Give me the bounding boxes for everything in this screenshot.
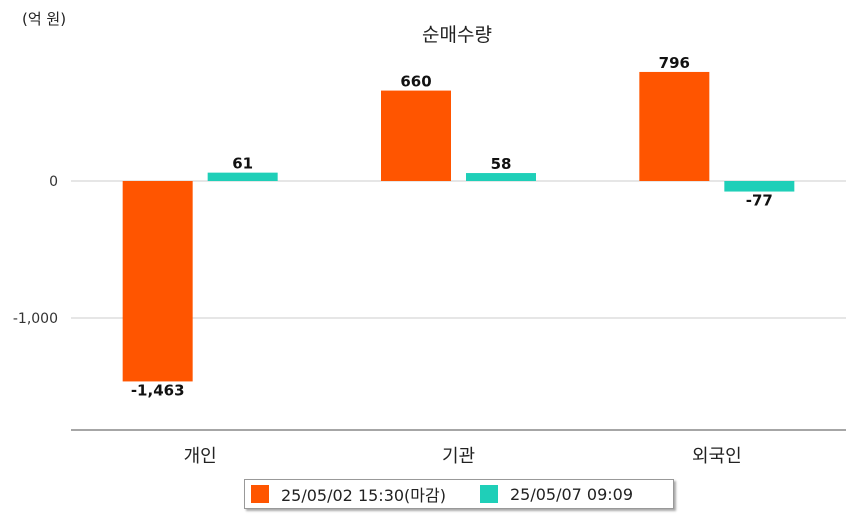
legend: 25/05/02 15:30(마감) 25/05/07 09:09 [244, 479, 674, 509]
legend-swatch-series-2 [479, 485, 498, 503]
legend-swatch-series-1 [251, 485, 269, 503]
data-label: -77 [746, 192, 773, 210]
data-label: -1,463 [131, 381, 185, 399]
data-label: 660 [400, 73, 431, 91]
data-label: 58 [491, 155, 512, 173]
legend-item-series-1[interactable]: 25/05/02 15:30(마감) [251, 482, 446, 506]
x-tick-label: 외국인 [692, 446, 742, 467]
y-tick-label: 0 [49, 174, 58, 190]
chart-title: 순매수량 [422, 24, 492, 46]
bar-2 [207, 172, 278, 181]
bar-1 [639, 71, 710, 181]
x-tick-label: 기관 [442, 446, 475, 467]
y-tick-label: -1,000 [13, 311, 58, 327]
legend-item-series-2[interactable]: 25/05/07 09:09 [479, 484, 634, 504]
bar-1 [122, 181, 193, 382]
legend-label-series-1: 25/05/02 15:30(마감) [281, 486, 446, 505]
data-label: 61 [232, 155, 253, 173]
bar-2 [724, 181, 795, 192]
legend-label-series-2: 25/05/07 09:09 [509, 484, 634, 504]
data-label: 796 [659, 54, 690, 72]
unit-label: (억 원) [22, 10, 67, 28]
bar-1 [381, 90, 451, 181]
bar-2 [466, 173, 536, 181]
x-tick-label: 개인 [184, 446, 217, 467]
